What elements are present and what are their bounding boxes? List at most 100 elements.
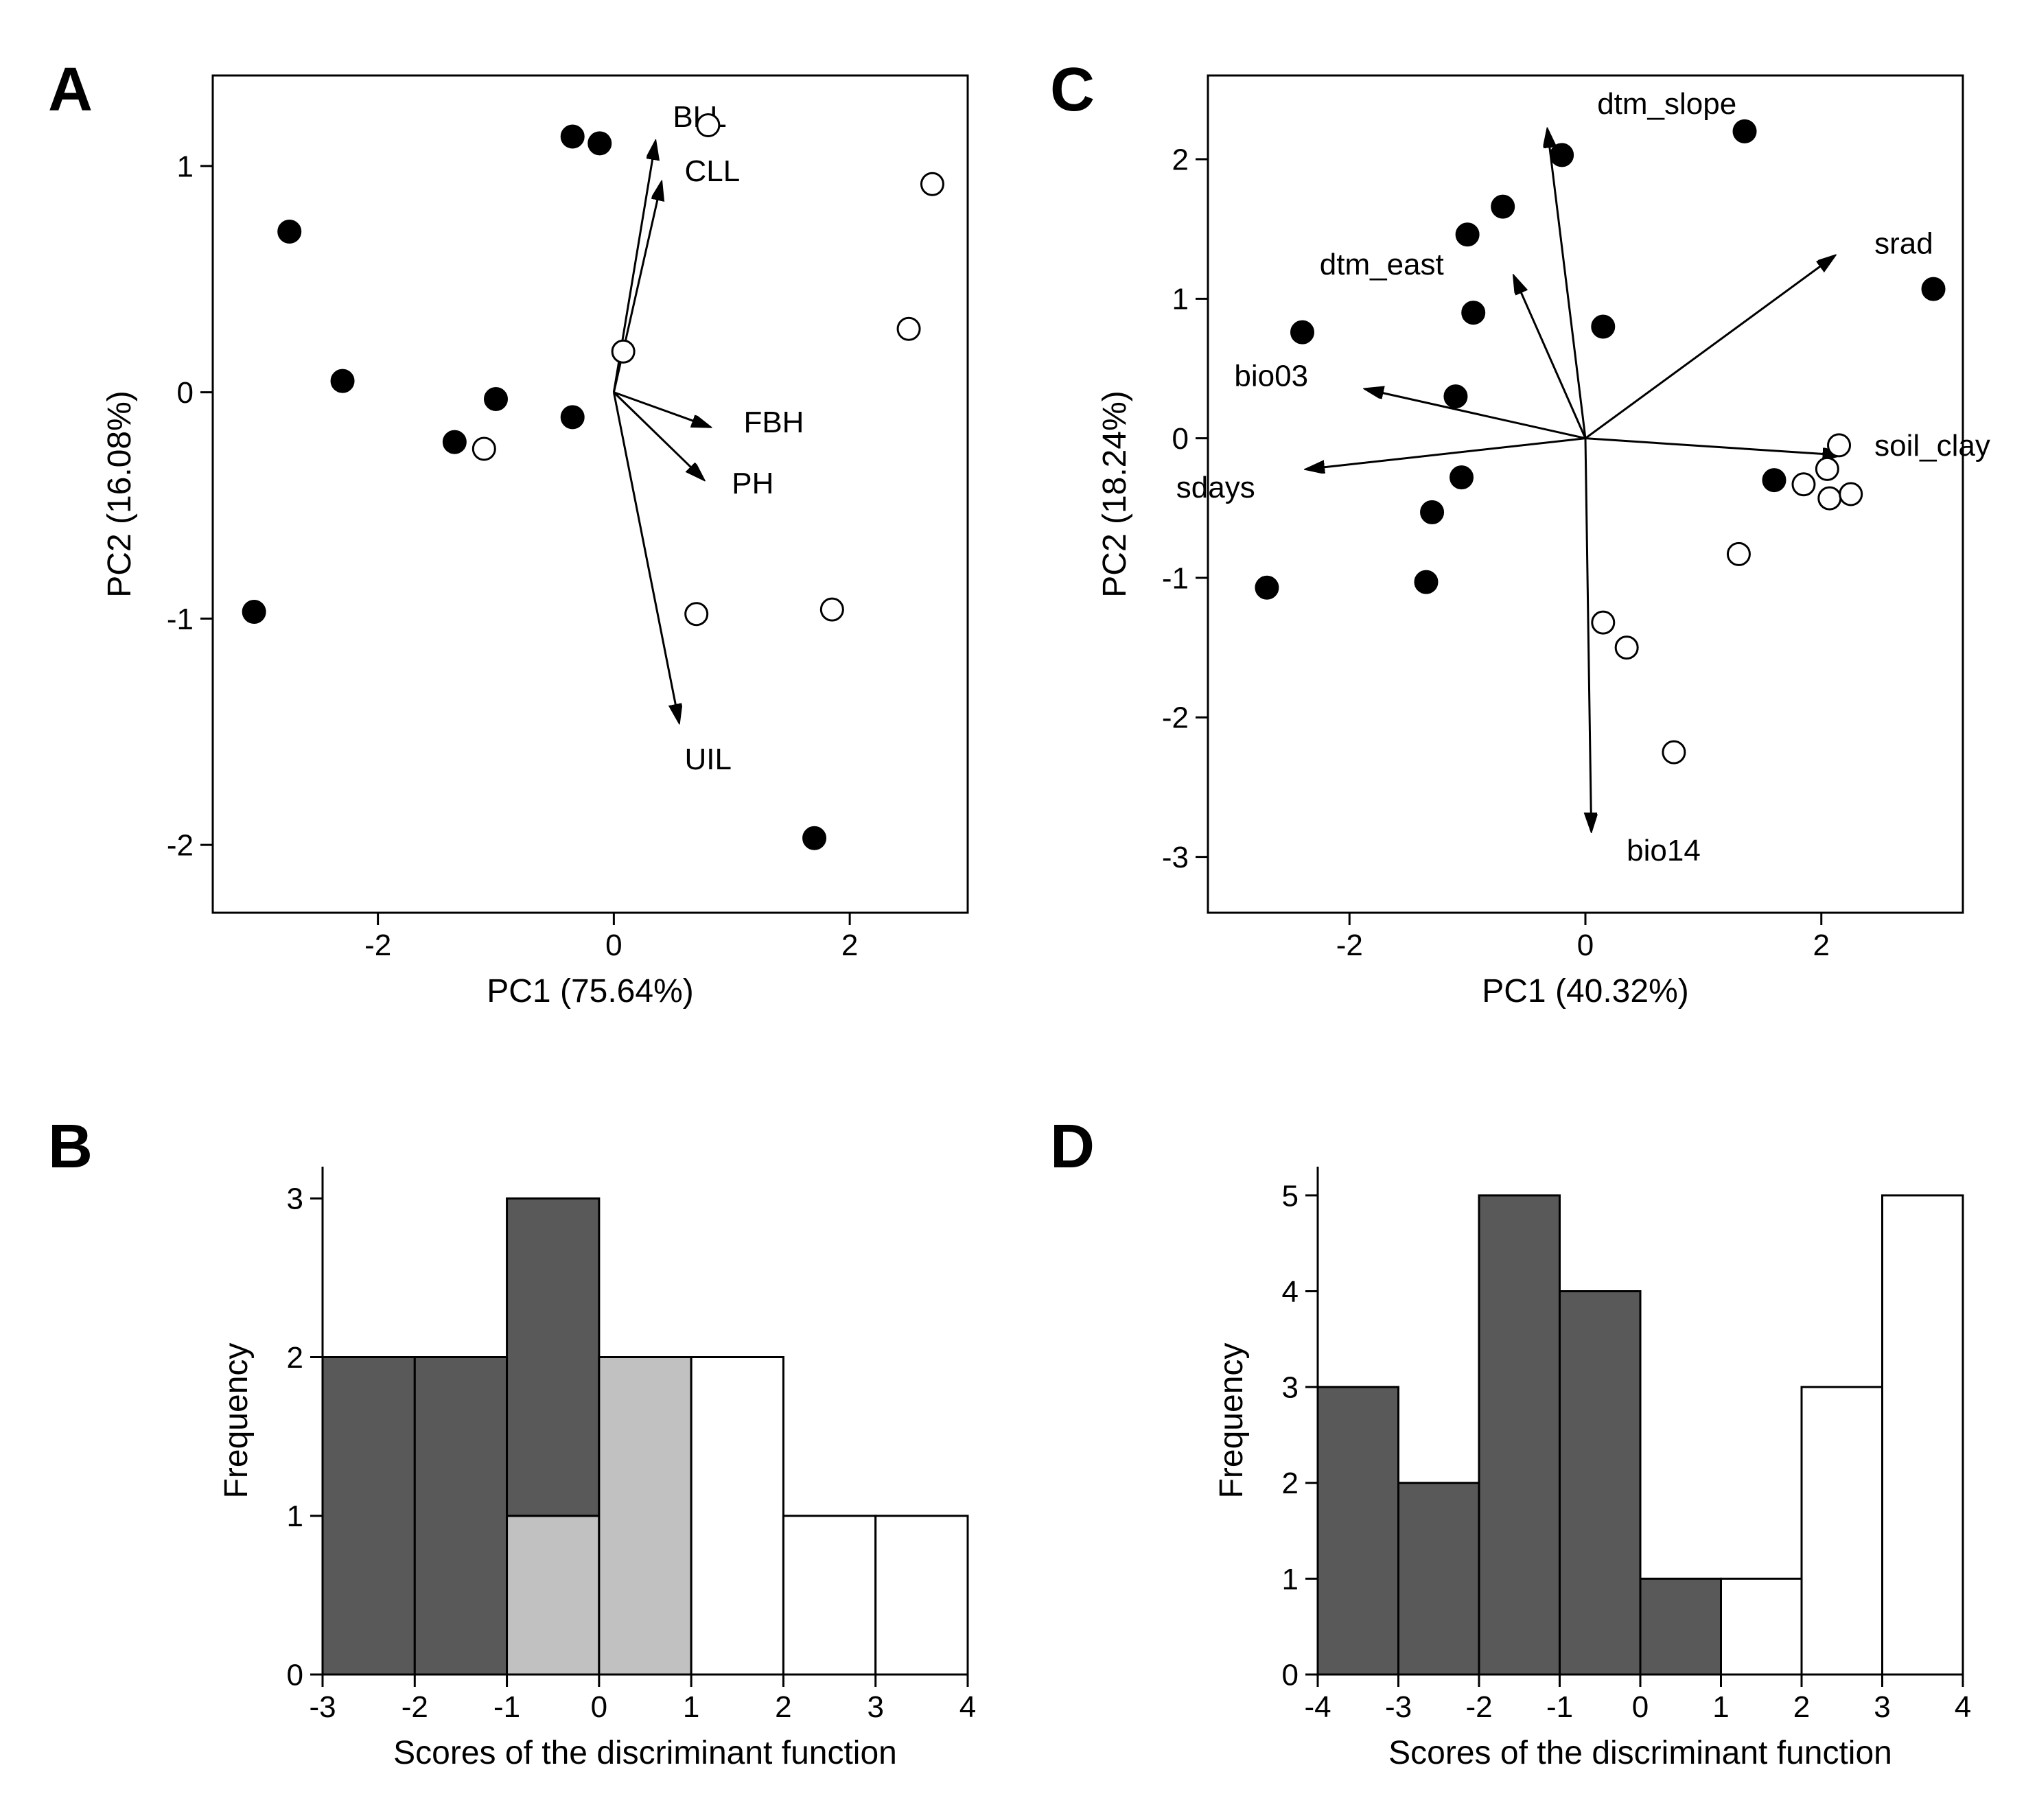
x-tick-label: -3 xyxy=(309,1690,336,1724)
x-axis-title: Scores of the discriminant function xyxy=(393,1735,897,1771)
scatter-point-open xyxy=(1816,458,1838,480)
biplot-vector-label: dtm_slope xyxy=(1597,87,1736,121)
x-tick-label: -2 xyxy=(401,1690,428,1724)
x-tick-label: -4 xyxy=(1304,1690,1331,1724)
scatter-point-filled xyxy=(561,126,583,148)
y-tick-label: -3 xyxy=(1162,841,1189,874)
x-tick-label: 0 xyxy=(1577,929,1594,962)
y-tick-label: -2 xyxy=(1162,701,1189,735)
scatter-point-filled xyxy=(1292,321,1314,343)
y-tick-label: 5 xyxy=(1282,1179,1299,1213)
scatter-point-filled xyxy=(1463,302,1485,324)
biplot-vector-label: dtm_east xyxy=(1320,248,1444,281)
biplot-vector xyxy=(1585,439,1839,455)
y-tick-label: -1 xyxy=(1162,561,1189,595)
x-tick-label: -1 xyxy=(493,1690,520,1724)
scatter-point-filled xyxy=(279,221,301,243)
plot-frame xyxy=(213,75,968,913)
hist-bar xyxy=(507,1516,599,1675)
x-axis-title: PC1 (75.64%) xyxy=(487,973,693,1010)
scatter-point-filled xyxy=(243,600,265,622)
hist-bar xyxy=(1479,1195,1560,1675)
biplot-vector xyxy=(1585,257,1833,438)
scatter-point-open xyxy=(686,603,708,625)
panel-label-d: D xyxy=(1050,1112,1095,1182)
x-tick-label: 4 xyxy=(1955,1690,1971,1724)
scatter-point-open xyxy=(1727,543,1749,565)
scatter-point-filled xyxy=(1445,386,1467,408)
x-tick-label: 2 xyxy=(775,1690,791,1724)
y-tick-label: 2 xyxy=(1282,1467,1299,1500)
y-tick-label: -2 xyxy=(167,828,194,862)
scatter-point-filled xyxy=(1922,278,1944,300)
x-tick-label: 2 xyxy=(841,929,858,962)
biplot-vector xyxy=(614,393,708,426)
scatter-point-open xyxy=(898,318,920,340)
scatter-point-filled xyxy=(1451,467,1473,489)
hist-bar xyxy=(507,1198,599,1516)
biplot-vector xyxy=(614,393,679,721)
y-tick-label: 3 xyxy=(1282,1371,1299,1405)
x-tick-label: 3 xyxy=(1874,1690,1890,1724)
hist-bar xyxy=(1318,1387,1399,1675)
biplot-vector xyxy=(614,393,702,478)
biplot-vector-label: bio03 xyxy=(1234,360,1308,393)
panel-label-b: B xyxy=(48,1112,93,1182)
x-tick-label: 0 xyxy=(591,1690,607,1724)
y-tick-label: 1 xyxy=(1172,283,1189,316)
scatter-point-filled xyxy=(1456,224,1478,246)
x-tick-label: 2 xyxy=(1813,929,1830,962)
scatter-point-open xyxy=(1828,434,1850,456)
panel-label-c: C xyxy=(1050,55,1095,126)
scatter-point-filled xyxy=(1256,576,1278,598)
y-tick-label: 1 xyxy=(177,150,194,183)
panel-label-a: A xyxy=(48,55,93,126)
hist-bar xyxy=(1640,1578,1721,1675)
y-tick-label: 4 xyxy=(1282,1275,1299,1309)
scatter-point-filled xyxy=(1592,316,1614,338)
scatter-point-filled xyxy=(1734,120,1756,142)
hist-bar xyxy=(1883,1195,1964,1675)
y-tick-label: 0 xyxy=(1172,422,1189,456)
scatter-point-filled xyxy=(561,406,583,428)
scatter-point-filled xyxy=(443,431,465,453)
biplot-vector-label: sdays xyxy=(1176,471,1255,504)
scatter-point-open xyxy=(821,598,843,620)
scatter-point-open xyxy=(1840,483,1862,505)
scatter-point-filled xyxy=(804,827,826,849)
scatter-point-open xyxy=(473,438,495,460)
y-axis-title: PC2 (16.08%) xyxy=(102,390,138,597)
biplot-vector xyxy=(1367,390,1585,439)
panelC-svg: -202-3-2-1012PC1 (40.32%)PC2 (18.24%)dtm… xyxy=(1091,55,2025,1023)
biplot-vector-label: FBH xyxy=(743,406,804,439)
biplot-vector-label: srad xyxy=(1874,226,1933,260)
panelA-svg: -202-2-101PC1 (75.64%)PC2 (16.08%)BLLCLL… xyxy=(96,55,1029,1023)
scatter-point-open xyxy=(1663,741,1685,763)
scatter-point-open xyxy=(1616,637,1638,659)
y-axis-title: PC2 (18.24%) xyxy=(1097,390,1133,597)
scatter-point-open xyxy=(612,340,634,362)
y-axis-title: Frequency xyxy=(1213,1343,1250,1499)
biplot-vector-label: PH xyxy=(732,467,773,500)
hist-bar xyxy=(1721,1578,1802,1675)
x-tick-label: 4 xyxy=(959,1690,976,1724)
hist-bar xyxy=(415,1357,507,1675)
hist-bar xyxy=(876,1516,968,1675)
x-tick-label: -1 xyxy=(1546,1690,1573,1724)
scatter-point-open xyxy=(1592,611,1614,633)
x-tick-label: -3 xyxy=(1385,1690,1412,1724)
y-tick-label: 3 xyxy=(287,1182,303,1216)
y-tick-label: 1 xyxy=(287,1500,303,1533)
scatter-point-filled xyxy=(331,370,353,392)
x-tick-label: 0 xyxy=(1632,1690,1649,1724)
x-tick-label: 2 xyxy=(1793,1690,1810,1724)
x-tick-label: 1 xyxy=(683,1690,699,1724)
scatter-point-filled xyxy=(1763,469,1785,491)
y-tick-label: 2 xyxy=(287,1341,303,1375)
scatter-point-filled xyxy=(1551,144,1573,166)
y-tick-label: -1 xyxy=(167,603,194,636)
scatter-point-filled xyxy=(589,132,611,154)
scatter-point-open xyxy=(1819,487,1841,509)
x-tick-label: -2 xyxy=(1465,1690,1492,1724)
hist-bar xyxy=(323,1357,415,1675)
